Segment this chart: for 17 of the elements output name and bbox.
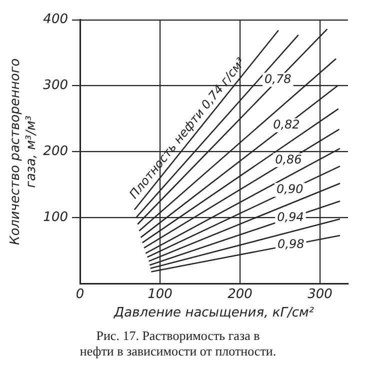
series-label: 0,78: [264, 72, 292, 86]
y-tick-label: 100: [43, 210, 68, 226]
x-tick-label: 0: [76, 286, 84, 302]
y-tick-label: 200: [43, 144, 68, 160]
series-label: 0,94: [277, 210, 304, 224]
y-tick-label: 300: [43, 78, 68, 94]
x-tick-label: 300: [308, 286, 332, 302]
series-label: 0,90: [276, 182, 304, 196]
y-axis-title: Количество растворенного газа, м³/м³: [8, 58, 39, 246]
series-label: 0,86: [275, 152, 302, 166]
series-label: 0,98: [278, 237, 305, 252]
y-tick-label: 400: [43, 12, 68, 28]
text: Рис. 17. Растворимость газа в нефти в зависимости от плотности.: [80, 328, 276, 359]
x-tick-label: 100: [148, 286, 172, 302]
series-label: 0,82: [273, 117, 300, 132]
x-axis-title: Давление насыщения, кГ/см²: [113, 305, 314, 320]
x-tick-label: 200: [228, 286, 252, 302]
